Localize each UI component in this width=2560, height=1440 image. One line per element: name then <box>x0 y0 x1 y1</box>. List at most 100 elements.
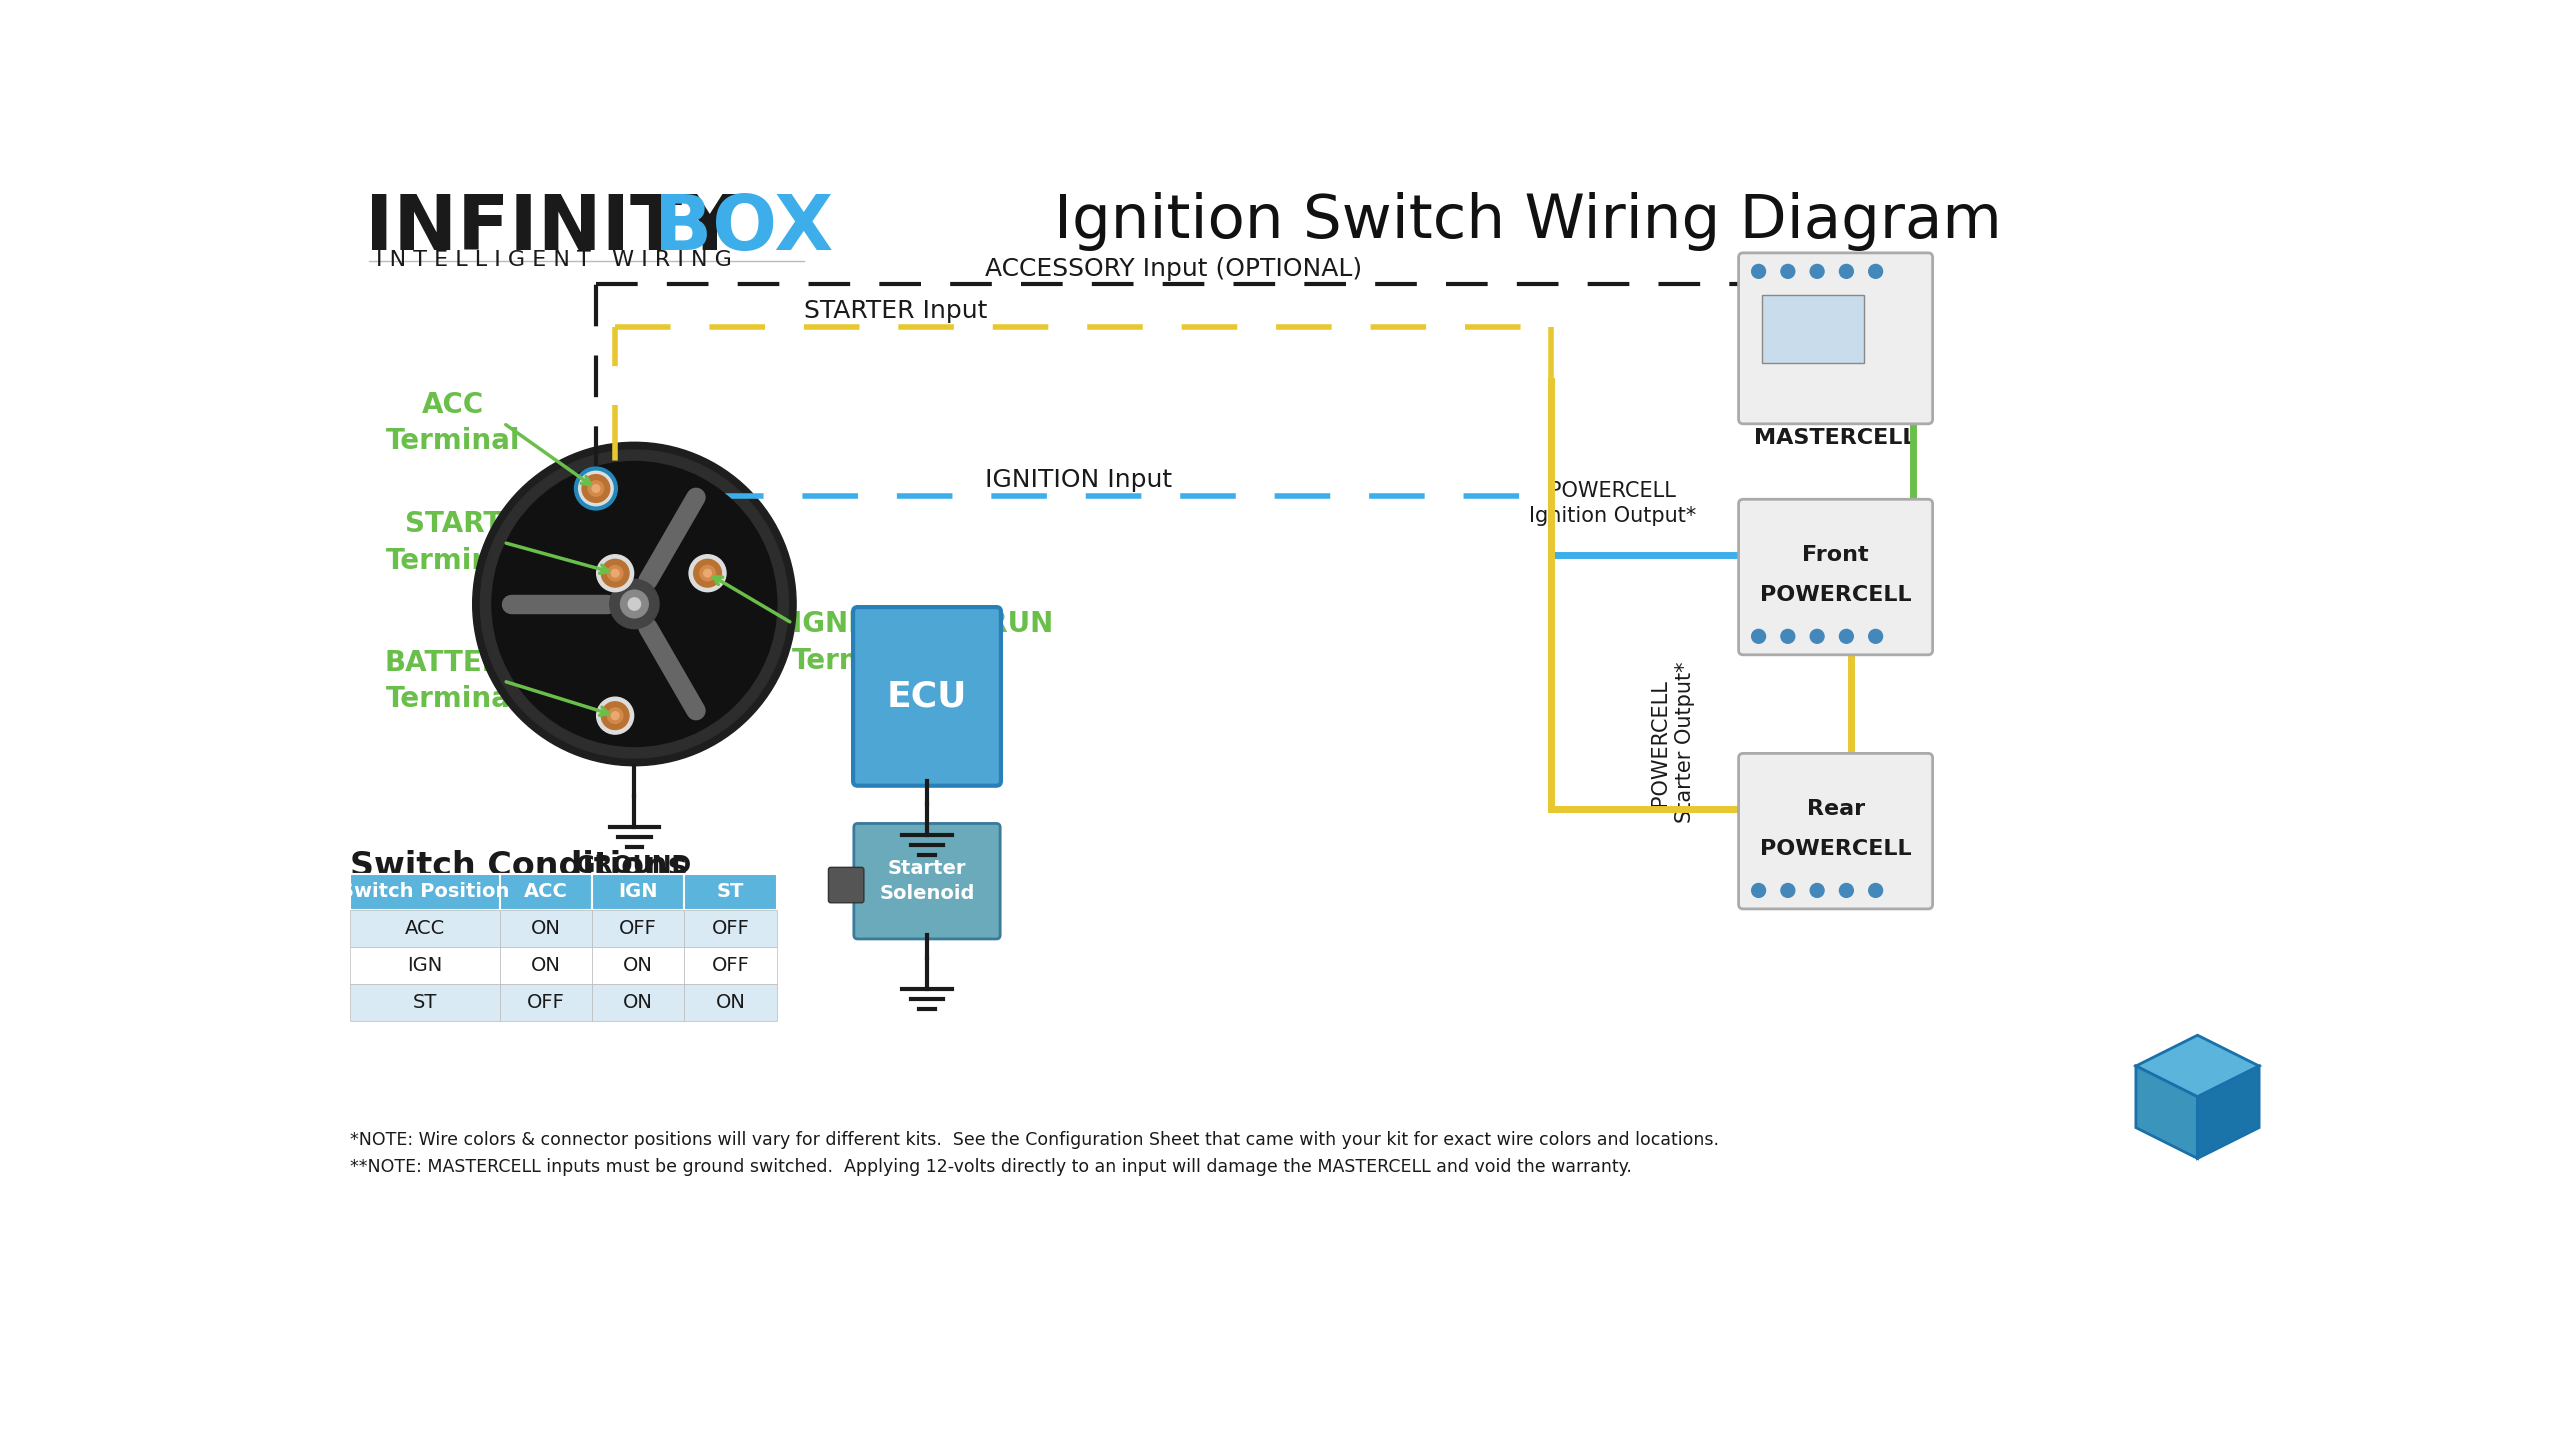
Text: ON: ON <box>622 994 653 1012</box>
Text: GROUND: GROUND <box>576 854 691 878</box>
Text: OFF: OFF <box>527 994 566 1012</box>
Text: ECU: ECU <box>886 680 968 713</box>
Text: ST: ST <box>412 994 438 1012</box>
Text: OFF: OFF <box>712 956 750 975</box>
Text: IGN: IGN <box>407 956 443 975</box>
Bar <box>684 948 776 985</box>
Text: OFF: OFF <box>712 919 750 939</box>
Text: Starter
Solenoid: Starter Solenoid <box>878 860 975 903</box>
Circle shape <box>1869 265 1882 278</box>
Text: ACC: ACC <box>404 919 445 939</box>
Circle shape <box>1751 265 1766 278</box>
Bar <box>591 948 684 985</box>
Circle shape <box>1782 884 1795 897</box>
Text: POWERCELL
Ignition Output*: POWERCELL Ignition Output* <box>1528 481 1695 526</box>
Text: BOX: BOX <box>653 192 832 266</box>
Text: *NOTE: Wire colors & connector positions will vary for different kits.  See the : *NOTE: Wire colors & connector positions… <box>351 1132 1718 1149</box>
FancyBboxPatch shape <box>1738 253 1933 423</box>
Bar <box>684 985 776 1021</box>
Text: INFINITY: INFINITY <box>366 192 737 266</box>
Text: OFF: OFF <box>620 919 658 939</box>
Circle shape <box>1751 629 1766 644</box>
Text: ON: ON <box>622 956 653 975</box>
Bar <box>351 985 499 1021</box>
Bar <box>499 948 591 985</box>
Text: START
Terminal: START Terminal <box>387 510 520 575</box>
Text: Ignition Switch Wiring Diagram: Ignition Switch Wiring Diagram <box>1055 192 2002 251</box>
Bar <box>684 874 776 910</box>
Bar <box>591 874 684 910</box>
Bar <box>499 985 591 1021</box>
Circle shape <box>694 559 722 588</box>
Circle shape <box>607 708 622 723</box>
Bar <box>1761 295 1864 363</box>
Bar <box>499 910 591 948</box>
Polygon shape <box>2135 1066 2196 1158</box>
Circle shape <box>589 481 604 497</box>
Text: Switch Position: Switch Position <box>340 883 509 901</box>
Circle shape <box>1810 884 1825 897</box>
Text: IGNITION Input: IGNITION Input <box>986 468 1172 492</box>
Circle shape <box>1841 265 1853 278</box>
Circle shape <box>1841 884 1853 897</box>
Circle shape <box>596 554 635 592</box>
Bar <box>351 948 499 985</box>
Bar <box>591 985 684 1021</box>
Text: ON: ON <box>530 919 561 939</box>
Text: BATTERY
Terminal: BATTERY Terminal <box>384 648 522 713</box>
FancyBboxPatch shape <box>829 867 863 903</box>
Text: MASTERCELL: MASTERCELL <box>1754 429 1917 448</box>
Text: IGN: IGN <box>620 883 658 901</box>
Polygon shape <box>2135 1035 2258 1097</box>
Text: Rear: Rear <box>1807 799 1864 819</box>
Circle shape <box>591 485 599 492</box>
Text: STARTER Input: STARTER Input <box>804 300 988 323</box>
Bar <box>684 910 776 948</box>
Circle shape <box>1782 265 1795 278</box>
Circle shape <box>612 569 620 577</box>
FancyBboxPatch shape <box>852 608 1001 786</box>
Bar <box>499 874 591 910</box>
Circle shape <box>620 590 648 618</box>
Circle shape <box>1810 265 1825 278</box>
Circle shape <box>1810 629 1825 644</box>
Text: POWERCELL
Starter Output*: POWERCELL Starter Output* <box>1651 662 1695 824</box>
Text: **NOTE: MASTERCELL inputs must be ground switched.  Applying 12-volts directly t: **NOTE: MASTERCELL inputs must be ground… <box>351 1158 1631 1176</box>
Text: ON: ON <box>530 956 561 975</box>
Circle shape <box>1869 884 1882 897</box>
Circle shape <box>581 475 609 503</box>
Bar <box>591 910 684 948</box>
Circle shape <box>579 469 614 507</box>
Circle shape <box>689 554 727 592</box>
Circle shape <box>612 711 620 720</box>
Circle shape <box>627 598 640 611</box>
FancyBboxPatch shape <box>1738 500 1933 655</box>
Circle shape <box>699 566 714 580</box>
Bar <box>351 874 499 910</box>
Circle shape <box>1782 629 1795 644</box>
FancyBboxPatch shape <box>1738 753 1933 909</box>
Circle shape <box>474 442 796 766</box>
Polygon shape <box>2196 1066 2258 1158</box>
Circle shape <box>704 569 712 577</box>
Text: ST: ST <box>717 883 745 901</box>
FancyBboxPatch shape <box>855 824 1001 939</box>
Circle shape <box>481 449 788 757</box>
Text: ACCESSORY Input (OPTIONAL): ACCESSORY Input (OPTIONAL) <box>986 256 1362 281</box>
Circle shape <box>596 697 635 734</box>
Circle shape <box>602 701 630 730</box>
Text: I N T E L L I G E N T   W I R I N G: I N T E L L I G E N T W I R I N G <box>376 249 732 269</box>
Circle shape <box>1751 884 1766 897</box>
Bar <box>351 910 499 948</box>
Text: ACC: ACC <box>525 883 568 901</box>
Text: Front: Front <box>1802 546 1869 564</box>
Circle shape <box>1869 629 1882 644</box>
Circle shape <box>492 462 776 746</box>
Text: POWERCELL: POWERCELL <box>1759 838 1912 858</box>
Text: ON: ON <box>717 994 745 1012</box>
Text: Switch Conditions: Switch Conditions <box>351 851 686 883</box>
Circle shape <box>607 566 622 580</box>
Circle shape <box>609 579 658 629</box>
Circle shape <box>1841 629 1853 644</box>
Text: POWERCELL: POWERCELL <box>1759 585 1912 605</box>
